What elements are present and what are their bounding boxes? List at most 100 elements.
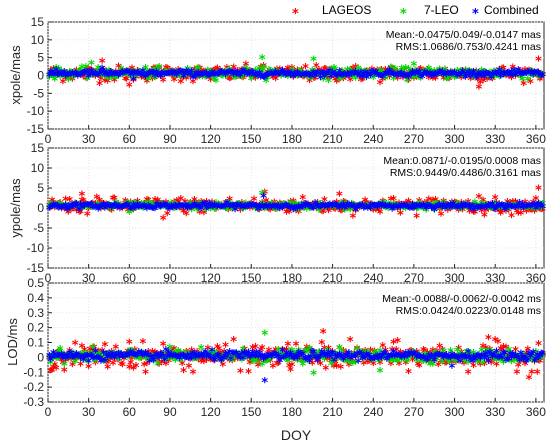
ypole-point-lageos: * [103, 199, 110, 214]
lod-point-lageos: * [385, 350, 392, 365]
xpole-point-7leo: * [356, 70, 363, 85]
xpole-point-7leo: * [78, 63, 85, 78]
xpole-point-7leo: * [283, 69, 290, 84]
xpole-point-combined: * [408, 70, 415, 85]
xpole-point-7leo: * [218, 71, 225, 86]
xpole-point-7leo: * [496, 72, 503, 87]
xpole-point-combined: * [69, 68, 76, 83]
lod-point-lageos: * [65, 352, 72, 367]
xpole-point-combined: * [459, 67, 466, 82]
ypole-point-lageos: * [350, 211, 357, 226]
xpole-point-7leo: * [167, 69, 174, 84]
xpole-point-7leo: * [352, 74, 359, 89]
xpole-point-combined: * [303, 69, 310, 84]
xpole-point-lageos: * [96, 79, 103, 94]
ypole-point-lageos: * [289, 203, 296, 218]
ypole-point-7leo: * [495, 201, 502, 216]
ypole-point-7leo: * [359, 200, 366, 215]
xpole-point-combined: * [534, 67, 541, 82]
ypole-point-combined: * [244, 202, 251, 217]
lod-point-lageos: * [389, 345, 396, 360]
ypole-point-lageos: * [522, 198, 529, 213]
xpole-point-lageos: * [393, 68, 400, 83]
xpole-point-combined: * [368, 67, 375, 82]
xpole-point-7leo: * [440, 70, 447, 85]
xpole-point-lageos: * [385, 65, 392, 80]
xpole-point-7leo: * [249, 70, 256, 85]
xpole-point-7leo: * [373, 68, 380, 83]
lod-point-lageos: * [249, 343, 256, 358]
ypole-point-7leo: * [382, 203, 389, 218]
ypole-point-7leo: * [370, 201, 377, 216]
ypole-point-7leo: * [344, 200, 351, 215]
xpole-point-combined: * [474, 70, 481, 85]
lod-point-lageos: * [255, 360, 262, 375]
xpole-point-lageos: * [47, 66, 54, 81]
ypole-ytick-label: 0 [37, 201, 44, 215]
ypole-point-lageos: * [340, 197, 347, 212]
ypole-point-lageos: * [324, 202, 331, 217]
ypole-point-combined: * [484, 203, 491, 218]
ypole-point-combined: * [209, 202, 216, 217]
xpole-point-lageos: * [116, 69, 123, 84]
xpole-point-7leo: * [241, 64, 248, 79]
ypole-point-combined: * [524, 201, 531, 216]
ypole-point-combined: * [96, 203, 103, 218]
xpole-point-lageos: * [53, 71, 60, 86]
ypole-point-combined: * [331, 199, 338, 214]
ypole-point-lageos: * [457, 203, 464, 218]
xpole-point-combined: * [283, 69, 290, 84]
ypole-point-combined: * [504, 200, 511, 215]
xpole-point-7leo: * [317, 70, 324, 85]
xpole-point-lageos: * [301, 72, 308, 87]
xpole-point-lageos: * [129, 63, 136, 78]
ypole-point-7leo: * [459, 201, 466, 216]
ypole-point-lageos: * [168, 200, 175, 215]
lod-yticks: 0.50.40.30.20.10-0.1-0.2-0.3 [23, 276, 52, 409]
ypole-point-lageos: * [329, 199, 336, 214]
ypole-point-combined: * [402, 201, 409, 216]
ypole-point-combined: * [496, 200, 503, 215]
xpole-point-combined: * [58, 70, 65, 85]
xpole-point-7leo: * [425, 64, 432, 79]
xpole-ytick-label: 15 [31, 15, 45, 29]
ypole-point-lageos: * [127, 198, 134, 213]
ypole-point-combined: * [62, 201, 69, 216]
xpole-point-combined: * [317, 73, 324, 88]
xpole-point-lageos: * [446, 74, 453, 89]
ypole-point-lageos: * [297, 201, 304, 216]
ypole-point-7leo: * [410, 200, 417, 215]
xpole-point-combined: * [123, 67, 130, 82]
xpole-point-7leo: * [421, 67, 428, 82]
xpole-point-7leo: * [87, 70, 94, 85]
ypole-point-lageos: * [259, 198, 266, 213]
ypole-point-lageos: * [387, 195, 394, 210]
xpole-point-combined: * [321, 71, 328, 86]
xpole-point-7leo: * [393, 70, 400, 85]
ypole-point-lageos: * [455, 206, 462, 221]
xpole-point-lageos: * [476, 83, 483, 98]
xpole-point-7leo: * [431, 66, 438, 81]
xpole-point-7leo: * [57, 72, 64, 87]
lod-point-lageos: * [275, 358, 282, 373]
xpole-point-7leo: * [108, 73, 115, 88]
ypole-point-lageos: * [465, 197, 472, 212]
xpole-point-7leo: * [522, 68, 529, 83]
ypole-point-7leo: * [301, 201, 308, 216]
ypole-point-combined: * [256, 201, 263, 216]
xpole-point-7leo: * [209, 72, 216, 87]
xpole-point-lageos: * [382, 65, 389, 80]
xpole-point-lageos: * [83, 73, 90, 88]
ypole-point-combined: * [453, 202, 460, 217]
ypole-point-lageos: * [420, 200, 427, 215]
ypole-point-combined: * [348, 200, 355, 215]
xpole-point-7leo: * [462, 66, 469, 81]
ypole-point-lageos: * [116, 204, 123, 219]
ypole-point-lageos: * [335, 200, 342, 215]
ypole-point-7leo: * [210, 201, 217, 216]
xpole-point-lageos: * [245, 67, 252, 82]
xpole-point-combined: * [255, 71, 262, 86]
xpole-point-combined: * [509, 70, 516, 85]
ypole-point-lageos: * [432, 195, 439, 210]
lod-point-lageos: * [305, 345, 312, 360]
